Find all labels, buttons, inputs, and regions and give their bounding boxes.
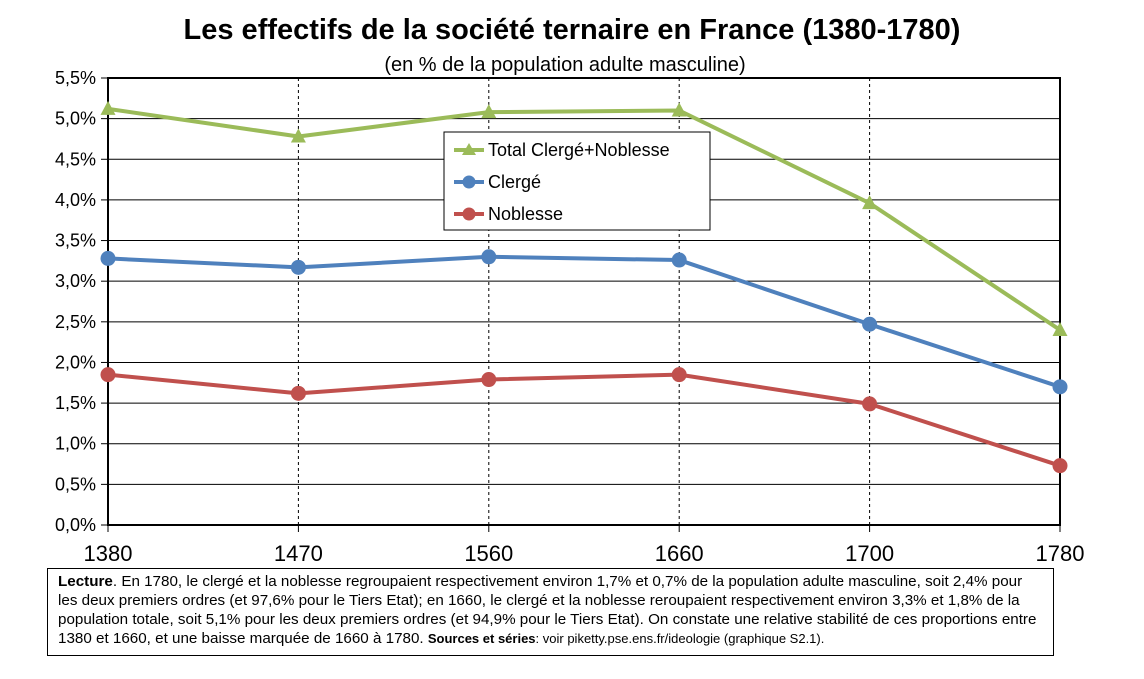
legend-label: Clergé [488, 172, 541, 192]
series-1 [100, 100, 1068, 336]
x-tick-label: 1660 [655, 541, 704, 566]
data-point [671, 102, 687, 117]
series-line [107, 254, 1061, 389]
series-line [107, 372, 1061, 468]
y-tick-label: 3,0% [55, 271, 96, 291]
y-tick-label: 3,5% [55, 231, 96, 251]
note-lead: Lecture [58, 573, 113, 590]
legend-marker [462, 175, 476, 189]
legend: Total Clergé+Noblesse Clergé Noblesse [443, 131, 711, 231]
data-point [862, 316, 878, 332]
data-point [1052, 379, 1068, 395]
data-point [100, 250, 116, 266]
series-2 [100, 249, 1068, 395]
y-tick-label: 4,5% [55, 149, 96, 169]
data-point [862, 195, 878, 210]
note-body: . En 1780, le clergé et la noblesse regr… [58, 573, 1037, 647]
x-tick-label: 1380 [84, 541, 133, 566]
plot-area-border [107, 77, 1061, 526]
legend-label: Total Clergé+Noblesse [488, 140, 670, 160]
y-tick-label: 5,5% [55, 68, 96, 88]
y-tick-label: 0,0% [55, 515, 96, 535]
data-point [290, 259, 306, 275]
data-point [1052, 321, 1068, 336]
chart-subtitle: (en % de la population adulte masculine) [384, 54, 746, 76]
reading-note: Lecture. En 1780, le clergé et la nobles… [47, 568, 1054, 656]
y-tick-label: 4,0% [55, 190, 96, 210]
y-axis-labels: 0,0% 0,5% 1,0% 1,5% 2,0% 2,5% 3,0% 3,5% 4,0% 4,5%… [55, 68, 96, 535]
line-chart: 0,0% 0,5% 1,0% 1,5% 2,0% 2,5% 3,0% 3,5% 4,0% 4,5%… [55, 68, 1085, 566]
series-3 [100, 367, 1068, 474]
legend-label: Noblesse [488, 204, 563, 224]
data-point [1052, 458, 1068, 474]
data-point [290, 128, 306, 143]
y-tick-label: 2,0% [55, 352, 96, 372]
y-tick-label: 1,0% [55, 434, 96, 454]
y-tick-label: 1,5% [55, 393, 96, 413]
note-sources-text: : voir piketty.pse.ens.fr/ideologie (gra… [535, 631, 825, 646]
series-line [107, 106, 1062, 332]
legend-box [443, 131, 711, 231]
data-point [481, 104, 497, 119]
data-point [481, 372, 497, 388]
data-point [100, 367, 116, 383]
y-tick-label: 5,0% [55, 109, 96, 129]
note-sources-label: Sources et séries [427, 631, 536, 646]
x-tick-label: 1560 [464, 541, 513, 566]
data-point [671, 252, 687, 268]
y-tick-label: 2,5% [55, 312, 96, 332]
grid-layer [101, 77, 1061, 532]
x-tick-label: 1780 [1036, 541, 1085, 566]
x-tick-label: 1700 [845, 541, 894, 566]
data-point [671, 367, 687, 383]
y-tick-label: 0,5% [55, 474, 96, 494]
data-point [100, 100, 116, 115]
series-layer [100, 100, 1068, 474]
data-point [290, 385, 306, 401]
data-point [862, 396, 878, 412]
legend-marker [462, 143, 476, 155]
chart-title: Les effectifs de la société ternaire en … [183, 14, 961, 46]
data-point [481, 249, 497, 265]
x-tick-label: 1470 [274, 541, 323, 566]
legend-marker [462, 207, 476, 221]
x-axis-labels: 1380 1470 1560 1660 1700 1780 [84, 541, 1085, 566]
